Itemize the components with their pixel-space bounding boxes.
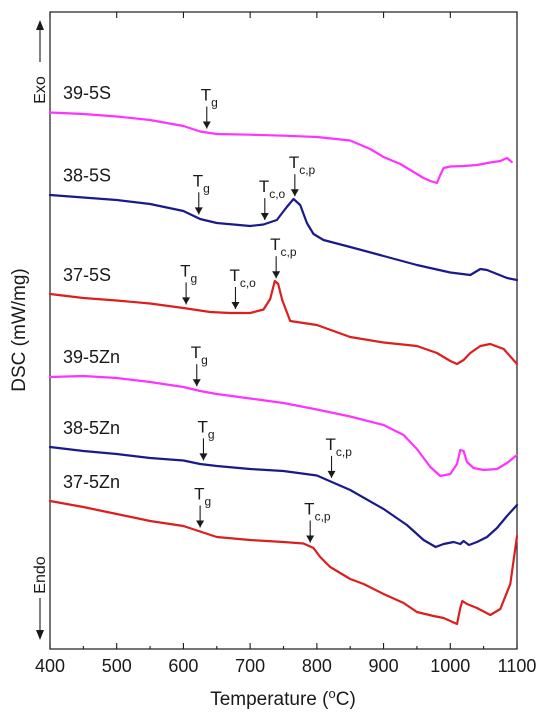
annotation-37-5S-g: Tg: [180, 261, 197, 305]
x-tick-label-900: 900: [369, 656, 399, 676]
x-tick-label-400: 400: [35, 656, 65, 676]
annotation-39-5S-g: Tg: [201, 86, 218, 129]
annotation-label: Tc,p: [304, 500, 331, 524]
annotation-38-5Zn-c,p: Tc,p: [326, 435, 353, 478]
x-axis-label-unit: C): [336, 689, 356, 710]
annotation-label-main: T: [259, 177, 269, 196]
annotation-label-main: T: [201, 86, 211, 105]
x-tick-label-500: 500: [102, 656, 132, 676]
annotation-label-sub: g: [204, 495, 211, 509]
plot-border: [49, 11, 518, 650]
series-line-37-5Zn: [48, 499, 519, 626]
exo-arrowhead: [36, 20, 44, 30]
x-axis-label-main: Temperature (: [210, 689, 329, 710]
series-label-37-5Zn: 37-5Zn: [63, 472, 120, 492]
annotation-arrowhead: [192, 379, 201, 387]
series-line-38-5S: [48, 193, 519, 282]
endo-label: Endo: [32, 556, 49, 593]
annotation-label: Tg: [201, 86, 218, 110]
series-label-38-5Zn: 38-5Zn: [63, 418, 120, 438]
annotation-label: Tg: [193, 171, 210, 195]
annotation-label-sub: g: [203, 181, 210, 195]
annotation-37-5S-c,p: Tc,p: [270, 235, 297, 279]
annotation-39-5Zn-g: Tg: [191, 343, 208, 387]
x-axis-label: Temperature (oC): [210, 686, 356, 710]
annotation-arrowhead: [196, 520, 205, 528]
endo-arrowhead: [36, 630, 44, 640]
series-label-39-5S: 39-5S: [63, 83, 111, 103]
x-axis-label-superscript: o: [328, 686, 335, 701]
x-axis-ticks: 400 500 600 700 800 900 1000 1100: [35, 12, 536, 676]
annotation-label-sub: g: [208, 427, 215, 441]
annotation-label-main: T: [270, 235, 280, 254]
annotation-label-sub: c,p: [281, 245, 297, 259]
annotation-arrowhead: [306, 535, 315, 543]
annotation-label: Tc,p: [270, 235, 297, 259]
x-tick-label-600: 600: [168, 656, 198, 676]
annotation-arrowhead: [194, 207, 203, 215]
annotation-label: Tc,p: [289, 153, 316, 177]
annotation-label-main: T: [197, 417, 207, 436]
series-line-37-5S: [48, 279, 519, 366]
annotation-arrowhead: [231, 302, 240, 309]
annotation-38-5S-c,o: Tc,o: [259, 177, 286, 221]
annotation-arrowhead: [290, 189, 299, 197]
series-line-39-5S: [48, 111, 513, 185]
series-line-39-5Zn: [48, 374, 519, 478]
exo-label: Exo: [32, 76, 49, 104]
annotation-label-main: T: [193, 171, 203, 190]
annotation-38-5Zn-g: Tg: [197, 417, 215, 461]
annotation-arrowhead: [182, 297, 191, 305]
annotation-label: Tg: [197, 417, 214, 441]
series-labels: 39-5S 38-5S 37-5S 39-5Zn 38-5Zn 37-5Zn: [63, 83, 120, 492]
annotation-label: Tg: [180, 261, 197, 285]
x-tick-label-1100: 1100: [498, 656, 537, 676]
annotation-label-sub: c,o: [240, 276, 256, 290]
annotation-arrowhead: [199, 453, 208, 461]
annotation-label-sub: g: [211, 96, 218, 110]
annotation-label: Tg: [191, 343, 208, 367]
annotation-label-main: T: [326, 435, 336, 454]
annotation-arrowhead: [260, 213, 269, 221]
annotation-label-main: T: [304, 500, 314, 519]
annotation-37-5S-c,o: Tc,o: [229, 266, 256, 309]
annotation-label: Tc,o: [229, 266, 256, 290]
annotation-label-main: T: [180, 261, 190, 280]
series-layer: [48, 111, 519, 626]
annotation-label-sub: c,p: [299, 163, 315, 177]
annotation-label-main: T: [191, 343, 201, 362]
x-tick-label-700: 700: [235, 656, 265, 676]
annotation-label-sub: g: [201, 353, 208, 367]
annotation-label-main: T: [194, 485, 204, 504]
annotation-37-5Zn-g: Tg: [194, 485, 211, 528]
series-label-38-5S: 38-5S: [63, 166, 111, 186]
annotation-label-sub: g: [190, 271, 197, 285]
annotation-label-sub: c,o: [269, 187, 285, 201]
x-tick-label-1000: 1000: [430, 656, 470, 676]
y-axis-label: DSC (mW/mg): [9, 268, 30, 391]
x-tick-label-800: 800: [302, 656, 332, 676]
annotation-arrowhead: [327, 470, 336, 478]
plot-frame: [49, 11, 518, 650]
direction-indicators: Exo Endo: [32, 20, 49, 640]
annotation-arrowhead: [202, 121, 211, 129]
annotation-label: Tc,o: [259, 177, 286, 201]
annotation-label-sub: c,p: [336, 445, 352, 459]
annotation-label-sub: c,p: [315, 510, 331, 524]
series-line-38-5Zn: [48, 445, 519, 549]
series-label-37-5S: 37-5S: [63, 265, 111, 285]
annotation-label-main: T: [289, 153, 299, 172]
annotation-38-5S-c,p: Tc,p: [289, 153, 316, 197]
annotation-37-5Zn-c,p: Tc,p: [304, 500, 331, 543]
annotation-38-5S-g: Tg: [193, 171, 210, 215]
annotation-label-main: T: [229, 266, 239, 285]
annotation-label: Tg: [194, 485, 211, 509]
annotation-label: Tc,p: [326, 435, 353, 459]
annotation-arrowhead: [272, 271, 281, 279]
series-label-39-5Zn: 39-5Zn: [63, 347, 120, 367]
